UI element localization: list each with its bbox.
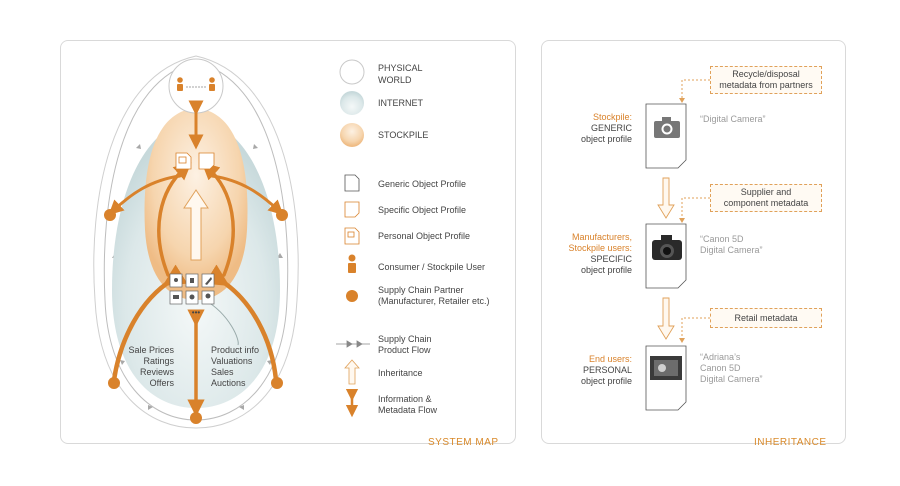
camera-icon-generic bbox=[654, 117, 680, 138]
inheritance-arrow-2 bbox=[657, 297, 675, 340]
specific-role-label: Manufacturers, Stockpile users: SPECIFIC… bbox=[568, 232, 632, 275]
inheritance-panel bbox=[541, 40, 846, 444]
camera-icon-specific bbox=[652, 235, 682, 260]
inheritance-arrow-main bbox=[183, 189, 209, 261]
legend-internet-swatch bbox=[340, 91, 364, 115]
personal-object-name: “Adriana’s Canon 5D Digital Camera” bbox=[700, 352, 763, 384]
personal-role-label: End users: PERSONAL object profile bbox=[580, 354, 632, 386]
consumer-legend-icon bbox=[348, 254, 356, 273]
generic-object-name: “Digital Camera” bbox=[700, 114, 766, 124]
specific-object-name: “Canon 5D Digital Camera” bbox=[700, 234, 763, 255]
system-map-caption: SYSTEM MAP bbox=[428, 437, 499, 448]
metadata-box-retail: Retail metadata bbox=[710, 308, 822, 328]
supply-chain-partners bbox=[104, 209, 288, 424]
generic-profile-icon bbox=[344, 174, 360, 192]
legend-partner-label: Supply Chain Partner (Manufacturer, Reta… bbox=[378, 285, 490, 306]
left-flow-labels: Sale Prices Ratings Reviews Offers bbox=[128, 345, 174, 388]
inheritance-caption: INHERITANCE bbox=[754, 437, 827, 448]
more-objects-ellipsis: ••• bbox=[191, 308, 201, 317]
supply-flow-legend-icon bbox=[336, 340, 370, 348]
consumer-icon-right bbox=[209, 77, 215, 91]
legend-consumer-label: Consumer / Stockpile User bbox=[378, 262, 486, 272]
legend-personal-profile-label: Personal Object Profile bbox=[378, 231, 471, 241]
inheritance-arrow-1 bbox=[657, 177, 675, 219]
metadata-box-supplier: Supplier and component metadata bbox=[710, 184, 822, 212]
specific-profile-icon bbox=[344, 201, 360, 218]
partner-legend-icon bbox=[346, 290, 358, 302]
specific-profile-icon-top bbox=[198, 152, 215, 170]
photo-icon-personal bbox=[650, 356, 682, 380]
legend-specific-profile-label: Specific Object Profile bbox=[378, 205, 467, 215]
legend-supply-flow-label: Supply Chain Product Flow bbox=[378, 334, 432, 355]
inheritance-legend-icon bbox=[344, 359, 360, 385]
consumer-icon-left bbox=[177, 77, 183, 91]
legend-physical-world-swatch bbox=[339, 59, 365, 85]
right-flow-labels: Product info Valuations Sales Auctions bbox=[211, 345, 260, 388]
legend-info-flow-label: Information & Metadata Flow bbox=[378, 394, 438, 415]
generic-role-label: Stockpile: GENERIC object profile bbox=[580, 112, 632, 144]
outer-flow-loop-2 bbox=[93, 55, 299, 429]
personal-profile-icon bbox=[344, 227, 360, 245]
metadata-flows bbox=[108, 162, 284, 383]
legend-stockpile-swatch bbox=[340, 123, 364, 147]
legend-physical-world-label: PHYSICAL WORLD bbox=[378, 63, 423, 85]
legend-generic-profile-label: Generic Object Profile bbox=[378, 179, 467, 189]
metadata-box-recycle: Recycle/disposal metadata from partners bbox=[710, 66, 822, 94]
personal-profile-icon-top bbox=[175, 152, 192, 170]
legend-internet-label: INTERNET bbox=[378, 98, 423, 108]
legend-stockpile-label: STOCKPILE bbox=[378, 130, 429, 140]
legend-inheritance-label: Inheritance bbox=[378, 368, 423, 378]
